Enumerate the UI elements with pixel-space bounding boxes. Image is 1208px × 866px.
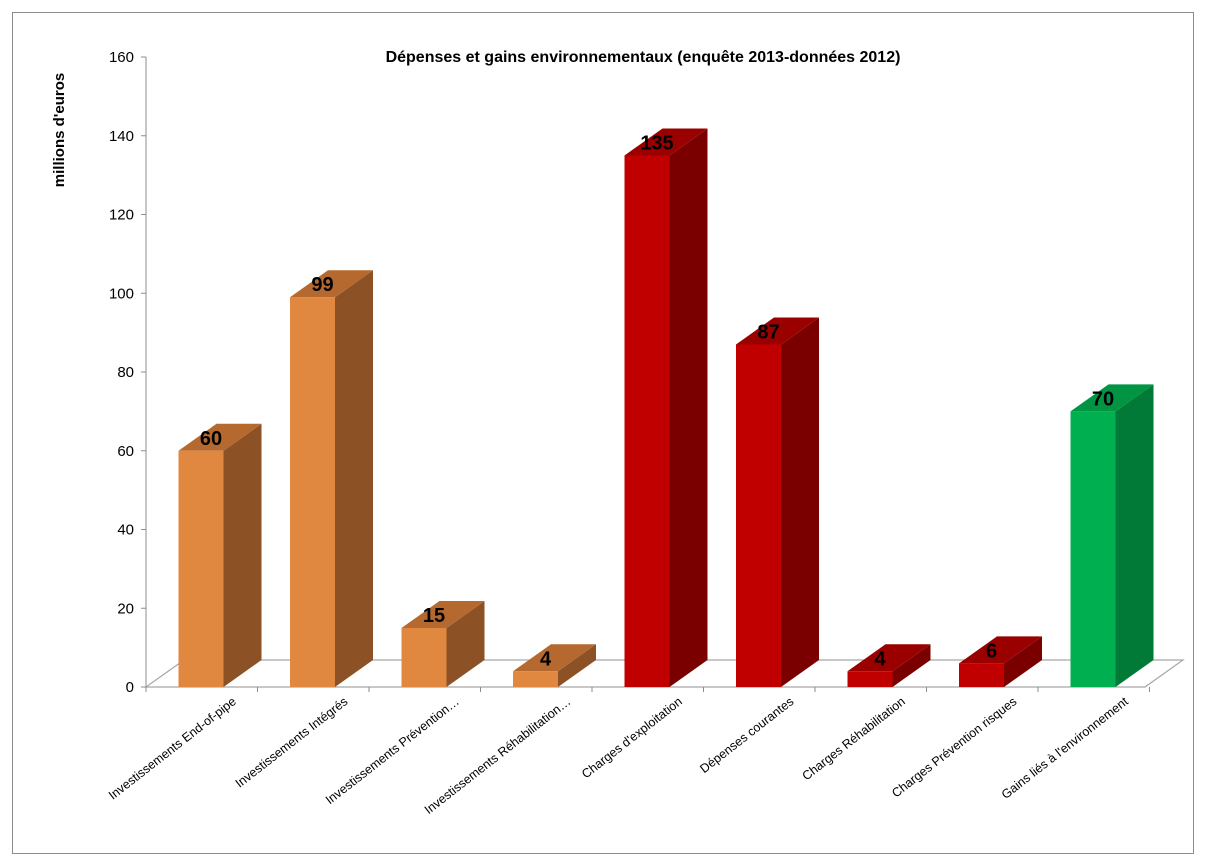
data-label: 4 — [874, 648, 886, 670]
bar-side — [1115, 384, 1154, 687]
bar-top — [624, 128, 708, 156]
y-tick-label: 60 — [117, 443, 134, 460]
y-tick-label: 80 — [117, 364, 134, 381]
bars — [178, 128, 1154, 687]
bar-front — [624, 155, 670, 687]
bar-side — [781, 317, 819, 687]
data-label: 99 — [311, 274, 333, 296]
bar — [1070, 384, 1154, 687]
category-label: Investissements Intégrés — [233, 694, 351, 790]
category-label: Dépenses courantes — [697, 694, 796, 776]
bar-front — [847, 671, 893, 687]
data-label: 6 — [986, 640, 997, 662]
data-label: 87 — [757, 321, 779, 343]
bar-top — [401, 600, 485, 628]
bar-side — [558, 644, 596, 687]
bar — [736, 317, 819, 687]
y-tick-label: 100 — [109, 285, 134, 302]
bar-front — [513, 671, 558, 687]
bar-top — [1070, 384, 1154, 412]
bar-top — [513, 644, 596, 672]
bar — [290, 270, 373, 687]
y-tick-label: 120 — [109, 207, 134, 224]
bar — [959, 636, 1042, 687]
data-label: 4 — [540, 648, 552, 670]
bar-top — [847, 644, 931, 672]
bar-side — [223, 423, 262, 687]
bar-top — [290, 270, 373, 298]
bar — [401, 600, 485, 687]
bar — [847, 644, 931, 687]
bar-side — [669, 128, 708, 687]
bar-top — [959, 636, 1042, 664]
category-label: Charges d'exploitation — [579, 694, 685, 781]
chart-title: Dépenses et gains environnementaux (enqu… — [386, 49, 901, 66]
bar-side — [1004, 636, 1042, 687]
bar-front — [736, 344, 781, 687]
y-tick-label: 160 — [109, 49, 134, 66]
y-tick-label: 20 — [117, 600, 134, 617]
bar-front — [290, 297, 335, 687]
data-label: 135 — [640, 132, 673, 154]
category-label: Investissements End-of-pipe — [106, 694, 239, 802]
y-tick-label: 140 — [109, 128, 134, 145]
bar-side — [335, 270, 373, 687]
data-label: 70 — [1092, 388, 1114, 410]
data-label: 15 — [423, 605, 445, 627]
bar-side — [892, 644, 931, 687]
bar-front — [1070, 411, 1116, 687]
category-label: Charges Prévention risques — [889, 694, 1019, 800]
category-label: Gains liés à l'environnement — [999, 694, 1131, 802]
bar — [624, 128, 708, 687]
axes: 0 20 40 60 80 100 120 140 160 — [109, 49, 1185, 696]
data-label: 60 — [200, 428, 222, 450]
y-axis-label: millions d'euros — [51, 73, 68, 187]
chart-floor — [144, 659, 1185, 688]
chart-frame — [12, 12, 1194, 854]
bar-side — [446, 600, 485, 687]
y-tick-label: 0 — [126, 679, 134, 696]
bar-front — [959, 663, 1004, 687]
bar-top — [178, 423, 262, 451]
bar — [178, 423, 262, 687]
y-tick-label: 40 — [117, 522, 134, 539]
bar-top — [736, 317, 819, 345]
category-label: Charges Réhabilitation — [800, 694, 908, 783]
bar — [513, 644, 596, 687]
bar-front — [401, 627, 447, 687]
bar-front — [178, 450, 224, 687]
